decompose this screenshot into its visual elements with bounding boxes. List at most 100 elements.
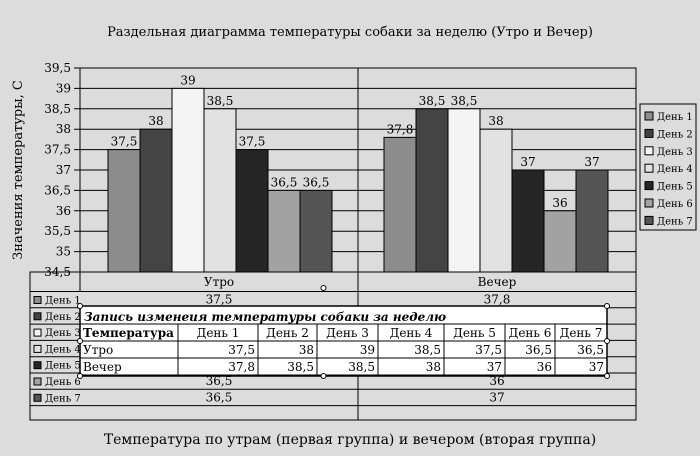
embedded-table-header: День 2: [266, 326, 309, 340]
data-table-frame: [29, 271, 637, 421]
data-table-cell: 36,5: [206, 390, 233, 404]
data-table-row-label: День 2: [45, 312, 81, 323]
embedded-table-cell: 37,8: [228, 360, 255, 374]
bar: [415, 108, 449, 273]
embedded-table-cell: 37: [487, 360, 502, 374]
bar: [171, 87, 205, 273]
x-axis-label: Температура по утрам (первая группа) и в…: [104, 432, 596, 448]
bar-value-label: 37,5: [239, 135, 266, 149]
bar-value-label: 37,8: [387, 122, 414, 136]
y-tick-label: 35: [56, 245, 71, 259]
bar: [511, 169, 545, 273]
embedded-table-cell: 37: [589, 360, 604, 374]
bar-value-label: 37: [520, 155, 535, 169]
bar-value-label: 36,5: [303, 175, 330, 189]
legend-label: День 7: [657, 216, 693, 227]
legend-label: День 4: [657, 164, 693, 175]
bar-value-label: 38,5: [419, 94, 446, 108]
y-tick-label: 39: [56, 81, 71, 95]
y-tick-label: 35,5: [44, 224, 71, 238]
data-table-cell: 36: [489, 374, 504, 388]
y-tick-label: 38: [56, 122, 71, 136]
legend-key-swatch: [33, 393, 42, 402]
selection-handle: [77, 303, 83, 309]
legend-key-swatch: [33, 361, 42, 370]
embedded-table-cell: 38,5: [287, 360, 314, 374]
legend-swatch: [644, 215, 654, 225]
bar: [543, 210, 577, 273]
bar: [575, 169, 609, 273]
data-table-row-label: День 4: [45, 344, 81, 355]
bar-value-label: 39: [180, 73, 195, 87]
selection-handle: [77, 373, 83, 379]
chart-title: Раздельная диаграмма температуры собаки …: [107, 25, 593, 40]
selection-handle: [320, 373, 327, 379]
bar-value-label: 36: [552, 196, 567, 210]
embedded-table-header: День 5: [453, 326, 496, 340]
category-label: Вечер: [478, 275, 517, 289]
embedded-table-cell: Вечер: [83, 360, 122, 374]
selection-handle: [604, 373, 610, 379]
data-table-cell: 37: [489, 390, 504, 404]
embedded-table-cell: 36,5: [577, 343, 604, 357]
embedded-table-header: День 7: [560, 326, 603, 340]
bar: [383, 136, 417, 273]
embedded-table-header: День 4: [390, 326, 433, 340]
data-table-row-label: День 6: [45, 377, 81, 388]
data-table-cell: 37,8: [484, 293, 511, 307]
selection-handle: [604, 303, 610, 309]
embedded-table-cell: 37,5: [228, 343, 255, 357]
embedded-table-cell: 36: [537, 360, 552, 374]
bar-value-label: 38,5: [451, 94, 478, 108]
legend-key-swatch: [33, 377, 42, 386]
y-tick-label: 39,5: [44, 61, 71, 75]
selection-handle: [320, 285, 327, 291]
embedded-table-cell: 38,5: [414, 343, 441, 357]
data-table-row-label: День 5: [45, 361, 81, 372]
bar-value-label: 38,5: [207, 94, 234, 108]
data-table-cell: 36,5: [206, 374, 233, 388]
bar: [267, 189, 301, 273]
data-table-row-label: День 1: [45, 296, 81, 307]
legend-label: День 2: [657, 129, 693, 140]
bar: [299, 189, 333, 273]
bar-value-label: 38: [148, 114, 163, 128]
bar-value-label: 38: [488, 114, 503, 128]
legend-key-swatch: [33, 296, 42, 304]
embedded-table-title: Запись изменеия температуры собаки за не…: [84, 310, 446, 324]
bar: [139, 128, 173, 273]
bar: [447, 108, 481, 273]
legend-key-swatch: [33, 344, 42, 353]
bar-value-label: 37: [584, 155, 599, 169]
y-tick-label: 37,5: [44, 143, 71, 157]
embedded-table-cell: 38: [299, 343, 314, 357]
bar: [235, 149, 269, 273]
y-tick-label: 36,5: [44, 183, 71, 197]
data-table-row-label: День 7: [45, 393, 81, 404]
embedded-table-cell: 38,5: [348, 360, 375, 374]
selection-handle: [77, 338, 83, 344]
selection-handle: [604, 338, 610, 344]
embedded-table-cell: 39: [360, 343, 375, 357]
legend-label: День 5: [657, 182, 693, 193]
legend-swatch: [644, 198, 654, 208]
legend-label: День 1: [657, 112, 693, 123]
embedded-table-cell: 36,5: [525, 343, 552, 357]
embedded-table-header: День 3: [326, 326, 369, 340]
embedded-table-header: День 1: [197, 326, 240, 340]
y-tick-label: 36: [56, 204, 71, 218]
embedded-table-cell: 37,5: [475, 343, 502, 357]
bar: [479, 128, 513, 273]
embedded-table-cell: Утро: [83, 343, 113, 357]
y-axis-label: Значения температуры, С: [11, 80, 26, 260]
embedded-table-cell: 38: [426, 360, 441, 374]
legend-label: День 3: [657, 147, 693, 158]
bar: [107, 149, 141, 273]
bar: [203, 108, 237, 273]
bar-value-label: 37,5: [111, 135, 138, 149]
legend-label: День 6: [657, 199, 693, 210]
legend-swatch: [644, 146, 654, 156]
y-tick-label: 37: [56, 163, 71, 177]
legend-swatch: [644, 128, 654, 138]
